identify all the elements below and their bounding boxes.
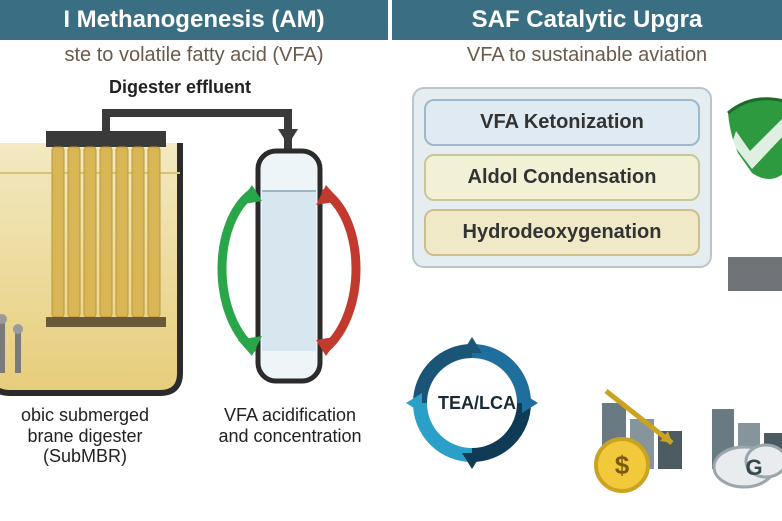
label-digester-effluent: Digester effluent bbox=[80, 77, 280, 98]
process-step-2: Aldol Condensation bbox=[424, 154, 700, 201]
right-header: SAF Catalytic Upgra bbox=[392, 0, 782, 40]
process-step-3: Hydrodeoxygenation bbox=[424, 209, 700, 256]
cloud-icon: G bbox=[714, 445, 782, 487]
caption-vfa: VFA acidification and concentration bbox=[200, 405, 380, 446]
tea-lca-label: TEA/LCA bbox=[438, 393, 516, 414]
left-header: I Methanogenesis (AM) bbox=[0, 0, 388, 40]
caption-digester-l2: brane digester bbox=[0, 426, 180, 447]
caption-digester: obic submerged brane digester (SubMBR) bbox=[0, 405, 180, 467]
left-subheader: ste to volatile fatty acid (VFA) bbox=[0, 40, 388, 73]
svg-text:$: $ bbox=[615, 450, 630, 480]
process-steps-container: VFA Ketonization Aldol Condensation Hydr… bbox=[412, 87, 712, 268]
right-subheader: VFA to sustainable aviation bbox=[392, 40, 782, 73]
svg-text:G: G bbox=[745, 455, 762, 480]
right-diagram: VFA Ketonization Aldol Condensation Hydr… bbox=[392, 73, 782, 513]
panel-right: SAF Catalytic Upgra VFA to sustainable a… bbox=[392, 0, 782, 521]
caption-digester-l1: obic submerged bbox=[0, 405, 180, 426]
bar-chart-icon: $ bbox=[596, 391, 682, 491]
process-step-1: VFA Ketonization bbox=[424, 99, 700, 146]
checkmark-icon bbox=[728, 99, 782, 179]
arrow-right-icon bbox=[728, 241, 782, 307]
caption-vfa-l1: VFA acidification bbox=[200, 405, 380, 426]
bar-chart-2-icon bbox=[712, 409, 782, 469]
panel-left: I Methanogenesis (AM) ste to volatile fa… bbox=[0, 0, 388, 521]
caption-vfa-l2: and concentration bbox=[200, 426, 380, 447]
caption-digester-l3: (SubMBR) bbox=[0, 446, 180, 467]
arrow-right-icon-2 bbox=[728, 259, 782, 289]
left-diagram: Digester effluent bbox=[0, 73, 388, 513]
